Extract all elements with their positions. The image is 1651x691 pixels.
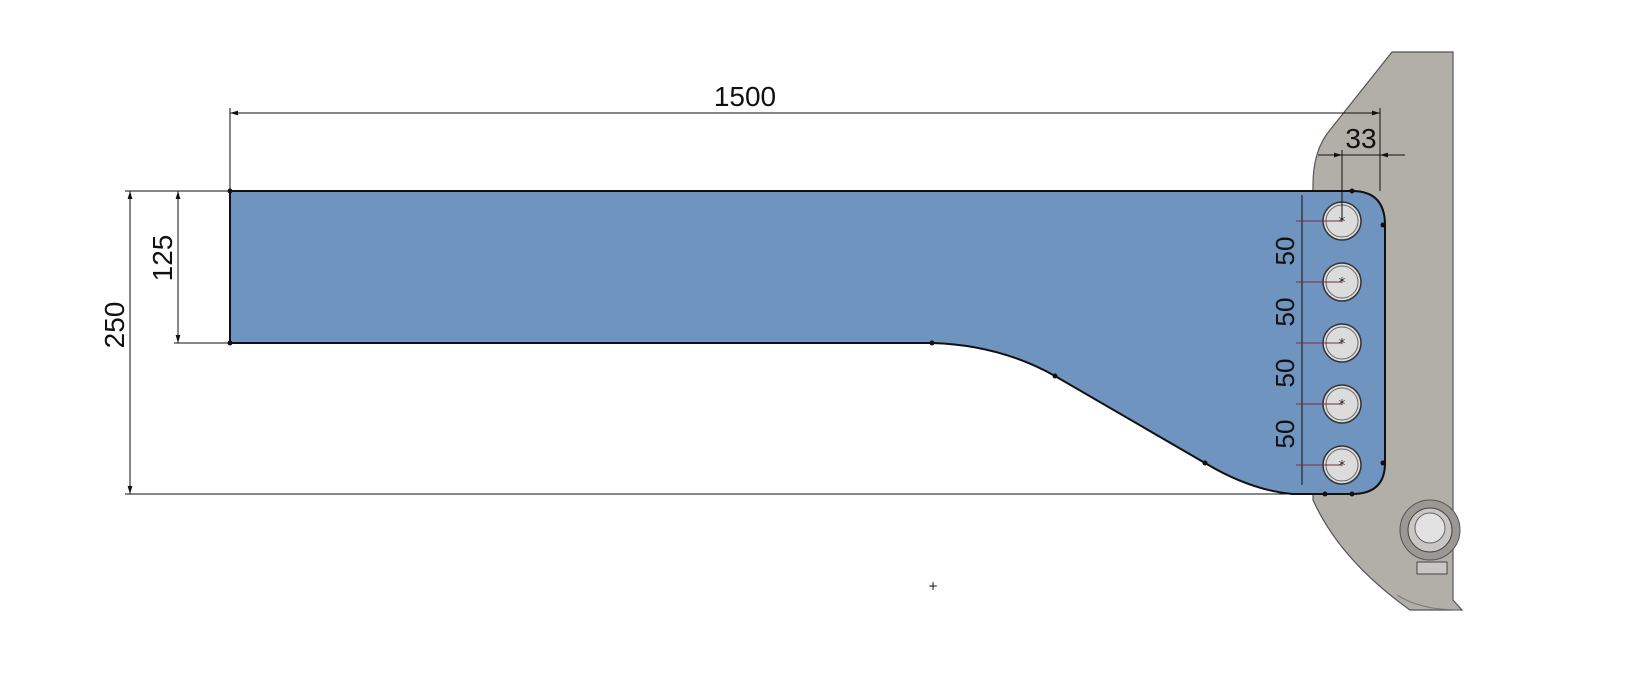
dimension-label: 125 (147, 235, 178, 282)
dimension-arm-height[interactable]: 125 (147, 191, 230, 344)
dimension-overall-height[interactable]: 250 (99, 190, 1300, 495)
svg-text:*: * (1339, 215, 1346, 230)
dimension-label: 1500 (714, 81, 776, 112)
dimension-label-spacing-1[interactable]: 50 (1270, 237, 1300, 266)
dimension-label: 33 (1345, 123, 1376, 154)
svg-text:*: * (1339, 459, 1346, 474)
dimension-label-spacing-2[interactable]: 50 (1270, 298, 1300, 327)
bracket-edge (1396, 594, 1461, 611)
arm-part[interactable] (229, 190, 1386, 495)
bolt-icon (1399, 499, 1461, 575)
dimension-label: 250 (99, 302, 130, 349)
dimension-overall-length[interactable]: 1500 (229, 81, 1381, 191)
hole-spacing-dimensions: 50 50 50 50 (1270, 195, 1342, 485)
dimension-label-spacing-4[interactable]: 50 (1270, 420, 1300, 449)
origin-marker-icon: + (928, 579, 938, 593)
dimension-hole-offset[interactable]: 33 (1318, 123, 1405, 221)
svg-text:*: * (1339, 398, 1346, 413)
svg-text:*: * (1339, 337, 1346, 352)
svg-text:*: * (1339, 276, 1346, 291)
dimension-label-spacing-3[interactable]: 50 (1270, 359, 1300, 388)
